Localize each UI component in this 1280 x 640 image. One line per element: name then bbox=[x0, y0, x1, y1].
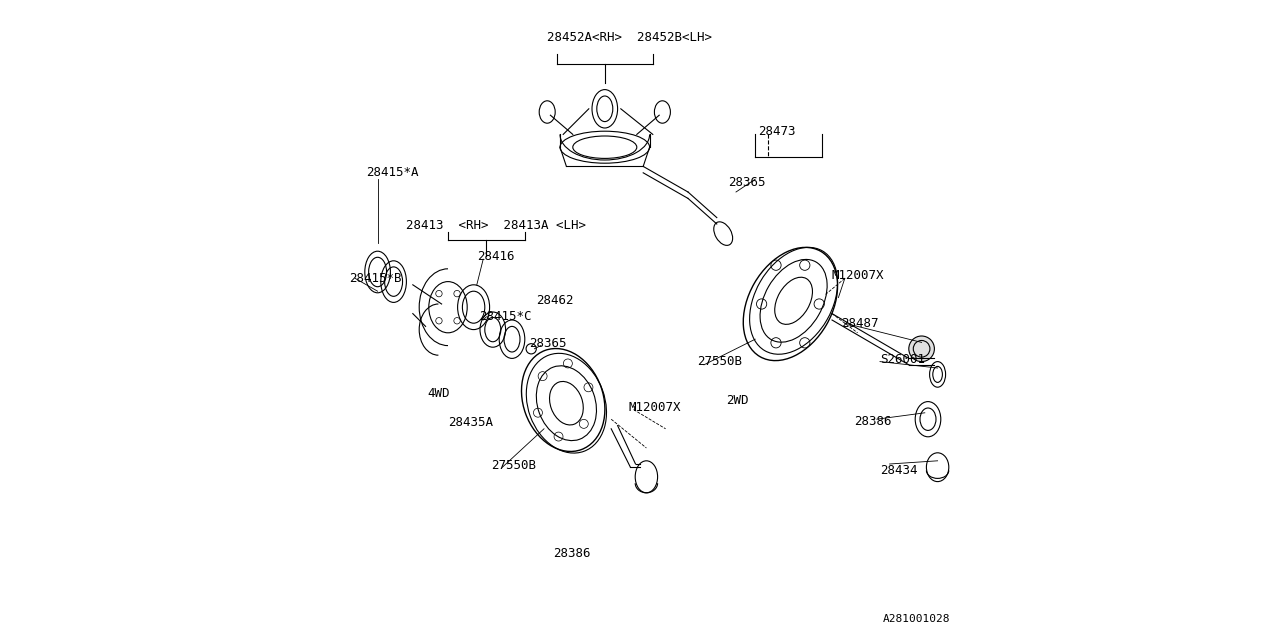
Text: 28386: 28386 bbox=[855, 415, 892, 428]
Circle shape bbox=[909, 336, 934, 362]
Text: 28365: 28365 bbox=[530, 337, 567, 350]
Text: 28452A<RH>  28452B<LH>: 28452A<RH> 28452B<LH> bbox=[548, 31, 712, 44]
Text: A281001028: A281001028 bbox=[883, 614, 950, 624]
Text: 28487: 28487 bbox=[842, 317, 879, 330]
Text: 28416: 28416 bbox=[477, 250, 515, 262]
Text: 4WD: 4WD bbox=[428, 387, 451, 400]
Text: 27550B: 27550B bbox=[698, 355, 742, 368]
Text: M12007X: M12007X bbox=[628, 401, 681, 414]
Text: 28462: 28462 bbox=[536, 294, 573, 307]
Text: M12007X: M12007X bbox=[832, 269, 884, 282]
Text: 28435A: 28435A bbox=[448, 416, 493, 429]
Text: 28473: 28473 bbox=[759, 125, 796, 138]
Text: 2WD: 2WD bbox=[727, 394, 749, 406]
Text: S26001: S26001 bbox=[881, 353, 925, 366]
Text: 28413  <RH>  28413A <LH>: 28413 <RH> 28413A <LH> bbox=[407, 219, 586, 232]
Text: 28434: 28434 bbox=[881, 464, 918, 477]
Text: 28415*A: 28415*A bbox=[366, 166, 419, 179]
Text: 28415*B: 28415*B bbox=[348, 272, 402, 285]
Text: 28415*C: 28415*C bbox=[479, 310, 531, 323]
Text: 28386: 28386 bbox=[553, 547, 590, 560]
Text: 28365: 28365 bbox=[728, 176, 765, 189]
Text: 27550B: 27550B bbox=[492, 460, 536, 472]
